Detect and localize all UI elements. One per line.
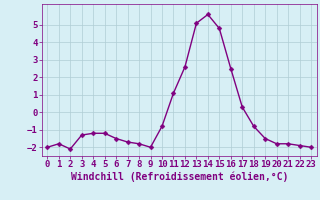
- X-axis label: Windchill (Refroidissement éolien,°C): Windchill (Refroidissement éolien,°C): [70, 172, 288, 182]
